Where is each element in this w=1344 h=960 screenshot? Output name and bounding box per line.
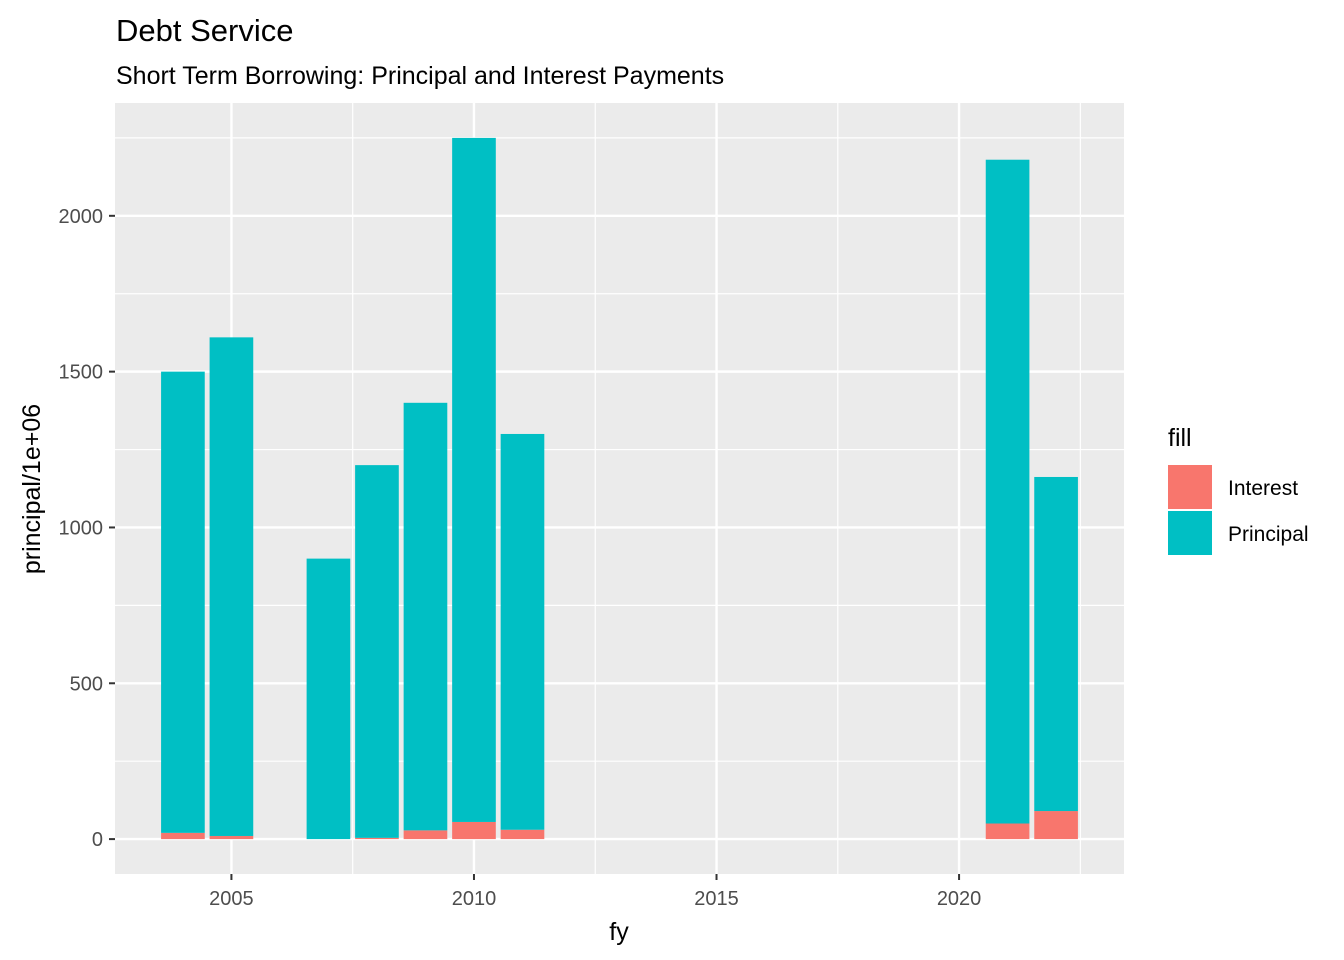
bar-principal-2005: [209, 337, 254, 836]
bar-principal-2009: [403, 402, 448, 831]
bar-interest-2022: [1034, 811, 1078, 840]
y-axis-label: principal/1e+06: [18, 404, 46, 574]
bar-principal-2021: [985, 159, 1030, 824]
bars: [161, 137, 1078, 840]
y-tick-label: 0: [92, 829, 103, 851]
bar-principal-2022: [1034, 476, 1078, 812]
bar-principal-2011: [500, 433, 545, 830]
bar-interest-2005: [209, 835, 254, 840]
x-tick-label: 2010: [452, 888, 497, 910]
bar-interest-2008: [355, 837, 399, 840]
y-tick-label: 2000: [59, 206, 104, 228]
y-tick-label: 1000: [59, 517, 104, 539]
legend-label-interest: Interest: [1228, 477, 1298, 500]
x-tick-label: 2020: [937, 888, 982, 910]
legend-swatch-interest: [1168, 465, 1212, 509]
grid-minor: [115, 103, 1124, 874]
x-tick-label: 2005: [209, 888, 254, 910]
bar-interest-2004: [161, 832, 205, 840]
legend: fill Interest Principal: [1168, 424, 1309, 555]
chart-title: Debt Service: [116, 13, 293, 48]
chart-subtitle: Short Term Borrowing: Principal and Inte…: [116, 62, 724, 90]
bar-interest-2009: [403, 830, 448, 840]
legend-swatch-principal: [1168, 511, 1212, 555]
bar-interest-2010: [452, 821, 496, 840]
bar-interest-2011: [500, 829, 545, 840]
y-axis: 0 500 1000 1500 2000: [59, 206, 115, 851]
bar-principal-2004: [161, 371, 205, 833]
y-tick-label: 1500: [59, 362, 104, 384]
bar-principal-2007: [306, 558, 351, 840]
x-axis-label: fy: [609, 918, 629, 946]
bar-interest-2021: [985, 823, 1030, 840]
plot-panel: [115, 103, 1124, 874]
x-tick-label: 2015: [694, 888, 739, 910]
bar-principal-2008: [355, 465, 399, 838]
bar-principal-2010: [452, 137, 496, 822]
legend-title: fill: [1168, 424, 1192, 452]
legend-label-principal: Principal: [1228, 523, 1309, 546]
x-axis: 2005 2010 2015 2020: [209, 874, 981, 910]
y-tick-label: 500: [70, 673, 103, 695]
